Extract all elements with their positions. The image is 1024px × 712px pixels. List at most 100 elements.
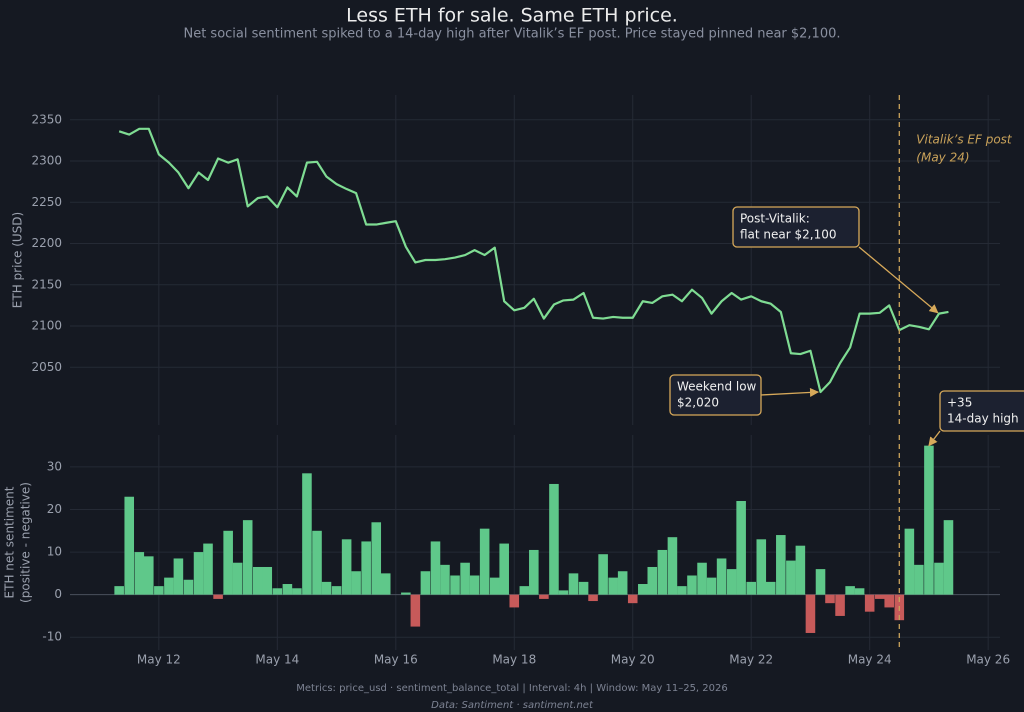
sentiment-bar xyxy=(242,520,253,595)
sentiment-bar xyxy=(361,541,371,595)
sentiment-bar xyxy=(193,552,204,595)
sentiment-bar xyxy=(706,577,717,595)
sentiment-bar xyxy=(144,556,154,595)
annotation-text: Weekend low xyxy=(677,380,757,394)
annotation-text: flat near $2,100 xyxy=(740,228,837,242)
sentiment-bar xyxy=(292,588,302,595)
sentiment-bar xyxy=(854,588,865,595)
sentiment-bar xyxy=(578,581,589,595)
y-axis-label: ETH net sentiment xyxy=(3,486,17,598)
y-tick-label: 0 xyxy=(54,587,62,601)
sentiment-bar xyxy=(539,594,549,599)
sentiment-bar xyxy=(638,584,648,595)
y-tick-label: 2250 xyxy=(31,195,62,209)
sentiment-bar xyxy=(450,575,460,595)
sentiment-bar xyxy=(697,562,707,595)
sentiment-bar xyxy=(302,473,312,595)
sentiment-bar xyxy=(183,579,194,595)
sentiment-bar xyxy=(134,552,145,595)
sentiment-bar xyxy=(312,530,322,595)
sentiment-bar xyxy=(499,543,509,595)
sentiment-bar xyxy=(874,594,885,599)
sentiment-bar xyxy=(815,569,826,595)
x-tick-label: May 14 xyxy=(255,653,299,667)
sentiment-bar xyxy=(608,577,618,595)
sentiment-bar xyxy=(627,594,638,604)
title: Less ETH for sale. Same ETH price. xyxy=(346,5,678,27)
sentiment-bar xyxy=(262,566,273,595)
price-line xyxy=(118,127,949,394)
sentiment-bar xyxy=(460,562,470,595)
annotation-text: $2,020 xyxy=(677,396,719,410)
sentiment-bar xyxy=(904,528,915,595)
sentiment-bar xyxy=(479,528,490,595)
sentiment-bar xyxy=(213,594,223,599)
x-tick-label: May 12 xyxy=(137,653,181,667)
sentiment-bar xyxy=(736,500,746,595)
x-tick-label: May 16 xyxy=(374,653,418,667)
annotation-box xyxy=(732,206,860,248)
sentiment-bar xyxy=(223,530,233,595)
sentiment-bar xyxy=(687,575,697,595)
sentiment-bar xyxy=(124,496,135,595)
annotation-arrow xyxy=(858,246,939,314)
sentiment-bar xyxy=(272,588,283,595)
sentiment-bar xyxy=(677,586,687,595)
y-tick-label: 30 xyxy=(47,459,62,473)
sentiment-bar xyxy=(331,586,342,595)
sentiment-bar xyxy=(114,586,124,595)
sentiment-bar xyxy=(549,483,559,595)
sentiment-bar xyxy=(371,522,382,595)
x-tick-label: May 24 xyxy=(848,653,892,667)
sentiment-bar xyxy=(252,566,263,595)
sentiment-bar xyxy=(164,577,174,595)
sentiment-bar xyxy=(884,594,895,608)
event-label: (May 24) xyxy=(916,151,969,165)
sentiment-bar xyxy=(835,594,845,616)
sentiment-bar xyxy=(203,543,213,595)
annotation-arrow xyxy=(760,387,820,397)
annotation-box xyxy=(939,390,1024,432)
sentiment-bar xyxy=(410,594,421,627)
sentiment-bar xyxy=(864,594,875,612)
x-tick-label: May 20 xyxy=(611,653,655,667)
sentiment-bar xyxy=(440,564,450,595)
y-tick-label: 2100 xyxy=(31,319,62,333)
sentiment-bar xyxy=(558,590,569,595)
footer-metrics: Metrics: price_usd · sentiment_balance_t… xyxy=(296,683,728,694)
footer-source: Data: Santiment · santiment.net xyxy=(431,700,594,711)
sentiment-bar xyxy=(469,575,480,595)
sentiment-bar xyxy=(756,539,767,595)
sentiment-bar xyxy=(765,581,776,595)
sentiment-bar xyxy=(943,520,954,595)
sentiment-bar xyxy=(341,539,352,595)
sentiment-bar xyxy=(924,445,934,595)
annotation-text: Post-Vitalik: xyxy=(740,212,810,226)
y-tick-label: -10 xyxy=(42,630,62,644)
sentiment-bar xyxy=(617,571,628,595)
y-tick-label: 2200 xyxy=(31,236,62,250)
y-tick-label: 20 xyxy=(47,502,62,516)
y-axis-label: (positive - negative) xyxy=(19,482,33,603)
sentiment-bar xyxy=(726,569,737,595)
annotation-text: 14-day high xyxy=(947,412,1019,426)
y-axis-label: ETH price (USD) xyxy=(11,212,25,308)
sentiment-bar xyxy=(282,584,293,595)
sentiment-bar xyxy=(598,554,608,595)
y-tick-label: 10 xyxy=(47,545,62,559)
sentiment-bar xyxy=(321,581,332,595)
y-tick-label: 2050 xyxy=(31,360,62,374)
sentiment-bar xyxy=(519,586,530,595)
sentiment-bar xyxy=(529,549,539,595)
sentiment-bar xyxy=(657,549,668,595)
sentiment-bar xyxy=(716,558,727,595)
sentiment-bar xyxy=(173,558,184,595)
sentiment-bar xyxy=(647,566,658,595)
sentiment-bar xyxy=(401,592,411,595)
sentiment-bar xyxy=(489,577,500,595)
sentiment-bar xyxy=(845,586,855,595)
sentiment-bar xyxy=(154,586,164,595)
sentiment-bar xyxy=(914,564,924,595)
